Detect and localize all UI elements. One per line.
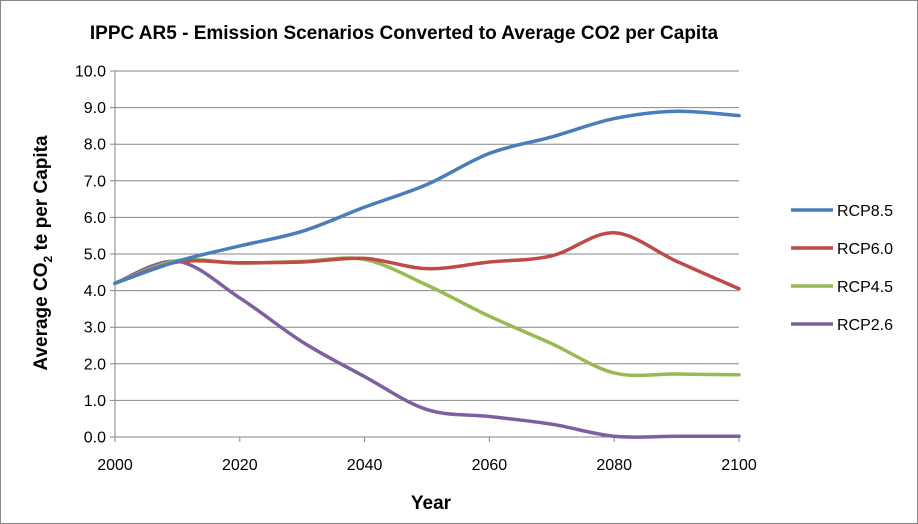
legend: RCP8.5 RCP6.0 RCP4.5 RCP2.6 bbox=[791, 203, 893, 334]
gridlines bbox=[110, 70, 740, 442]
y-axis-label-rest: te per Capita bbox=[31, 135, 52, 256]
y-axis-label: Average CO2 te per Capita bbox=[31, 135, 55, 371]
y-tick-label: 9.0 bbox=[84, 100, 106, 117]
x-tick-label: 2000 bbox=[97, 457, 133, 474]
y-tick-label: 7.0 bbox=[84, 173, 106, 190]
x-axis-label: Year bbox=[411, 493, 452, 514]
x-tick-label: 2040 bbox=[347, 457, 383, 474]
y-tick-label: 10.0 bbox=[75, 64, 106, 81]
x-tick-label: 2060 bbox=[472, 457, 508, 474]
y-tick-label: 4.0 bbox=[84, 283, 106, 300]
y-tick-label: 2.0 bbox=[84, 356, 106, 373]
series-line-rcp2-6 bbox=[113, 259, 741, 439]
y-tick-label: 8.0 bbox=[84, 137, 106, 154]
x-tick-label: 2020 bbox=[222, 457, 258, 474]
x-tick-label: 2100 bbox=[721, 457, 757, 474]
legend-label-rcp2-6: RCP2.6 bbox=[837, 317, 893, 334]
legend-label-rcp6-0: RCP6.0 bbox=[837, 241, 893, 258]
series-line-rcp6-0 bbox=[113, 231, 741, 291]
y-axis-label-subscript: 2 bbox=[41, 256, 55, 263]
series-lines bbox=[113, 109, 741, 439]
x-tick-label: 2080 bbox=[596, 457, 632, 474]
x-tick-labels: 2000 2020 2040 2060 2080 2100 bbox=[97, 457, 757, 474]
y-tick-label: 5.0 bbox=[84, 247, 106, 264]
y-axis-label-main: Average CO bbox=[31, 263, 52, 371]
y-tick-label: 3.0 bbox=[84, 320, 106, 337]
y-tick-label: 6.0 bbox=[84, 210, 106, 227]
chart-title: IPPC AR5 - Emission Scenarios Converted … bbox=[90, 23, 719, 44]
y-tick-label: 1.0 bbox=[84, 393, 106, 410]
series-line-rcp8-5 bbox=[113, 109, 741, 286]
y-tick-label: 0.0 bbox=[84, 430, 106, 447]
y-tick-labels: 0.0 1.0 2.0 3.0 4.0 5.0 6.0 7.0 8.0 9.0 10.0 bbox=[75, 64, 106, 447]
legend-label-rcp4-5: RCP4.5 bbox=[837, 279, 893, 296]
legend-label-rcp8-5: RCP8.5 bbox=[837, 203, 893, 220]
